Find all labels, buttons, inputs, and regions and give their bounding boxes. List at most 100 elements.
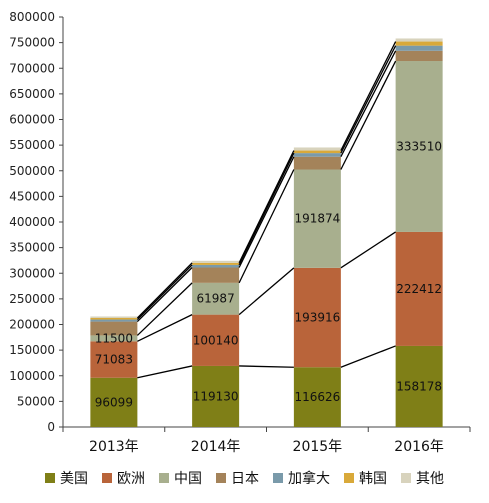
series-line	[238, 156, 295, 268]
series-line	[238, 169, 295, 284]
legend-item: 美国	[45, 468, 88, 488]
legend-swatch	[344, 473, 354, 483]
y-tick-label: 100000	[9, 369, 55, 383]
bar-segment	[192, 267, 240, 283]
series-line	[136, 282, 193, 336]
bar-segment	[293, 147, 341, 151]
bar-segment	[293, 367, 341, 427]
bar-segment	[192, 314, 240, 366]
bar-segment	[90, 316, 138, 319]
y-tick-label: 650000	[9, 87, 55, 101]
y-tick-label: 750000	[9, 36, 55, 50]
legend-swatch	[102, 473, 112, 483]
series-line	[238, 152, 295, 266]
y-tick-label: 50000	[17, 394, 55, 408]
bar-segment	[90, 341, 138, 378]
series-line	[340, 41, 397, 151]
bar-segment	[192, 282, 240, 315]
data-label: 158178	[396, 379, 442, 393]
legend-label: 欧洲	[117, 471, 145, 487]
bar-segment	[395, 38, 443, 42]
x-axis: 2013年 2014年 2015年 2016年	[62, 426, 471, 455]
data-label: 71083	[95, 353, 133, 367]
y-tick-label: 500000	[9, 164, 55, 178]
y-tick-label: 800000	[9, 10, 55, 24]
y-tick-label: 0	[47, 420, 55, 434]
legend-item: 其他	[401, 468, 444, 488]
legend-label: 日本	[231, 471, 259, 487]
legend-item: 欧洲	[102, 468, 145, 488]
bar-segment	[293, 267, 341, 368]
bar-segment	[395, 345, 443, 427]
legend-swatch	[45, 473, 55, 483]
series-line	[340, 345, 396, 368]
legend-swatch	[216, 473, 226, 483]
bar-segment	[395, 231, 443, 346]
series-line	[340, 45, 397, 154]
data-label: 11500	[95, 331, 133, 345]
bar-segment	[395, 41, 443, 46]
bar-segment	[90, 377, 138, 427]
bar-segment	[293, 153, 341, 157]
data-label: 100140	[193, 333, 239, 347]
y-tick-label: 350000	[9, 241, 55, 255]
series-line	[340, 50, 397, 157]
series-line	[136, 267, 193, 323]
legend-label: 美国	[60, 471, 88, 487]
legend: 美国 欧洲 中国 日本 加拿大 韩国 其他	[0, 467, 489, 489]
series-line	[239, 365, 294, 368]
y-tick-label: 250000	[9, 292, 55, 306]
legend-item: 加拿大	[273, 468, 330, 488]
bar-segment	[90, 318, 138, 320]
data-label: 61987	[197, 292, 235, 306]
y-tick-label: 400000	[9, 215, 55, 229]
x-tick-label: 2013年	[89, 439, 139, 455]
data-label: 96099	[95, 395, 133, 409]
y-tick-label: 600000	[9, 113, 55, 127]
bar-stacks	[90, 38, 443, 427]
legend-item: 韩国	[344, 468, 387, 488]
y-tick-label: 150000	[9, 343, 55, 357]
x-tick-label: 2016年	[394, 439, 444, 455]
y-tick-label: 700000	[9, 61, 55, 75]
series-line	[340, 60, 397, 170]
series-line	[136, 262, 193, 319]
legend-item: 日本	[216, 468, 259, 488]
bar-segment	[192, 262, 240, 265]
data-labels: 96099 71083 11500 119130 100140 61987 116626 19…	[95, 139, 442, 409]
series-line	[238, 267, 295, 316]
x-tick-label: 2014年	[191, 439, 241, 455]
bar-segment	[192, 365, 240, 427]
data-label: 191874	[294, 212, 340, 226]
legend-label: 其他	[416, 471, 444, 487]
series-line	[340, 231, 396, 269]
y-tick-label: 450000	[9, 189, 55, 203]
series-line	[137, 314, 193, 342]
legend-label: 加拿大	[288, 471, 330, 487]
bar-segment	[90, 321, 138, 336]
bar-segment	[192, 264, 240, 268]
legend-swatch	[401, 473, 411, 483]
y-tick-label: 200000	[9, 318, 55, 332]
y-tick-label: 550000	[9, 138, 55, 152]
legend-swatch	[159, 473, 169, 483]
legend-item: 中国	[159, 468, 202, 488]
bar-segment	[293, 150, 341, 154]
bar-segment	[90, 319, 138, 322]
data-label: 119130	[193, 389, 239, 403]
x-tick-label: 2015年	[293, 439, 343, 455]
series-line	[137, 365, 193, 379]
bar-segment	[192, 260, 240, 263]
series-line	[136, 264, 193, 320]
y-axis: 0 50000 100000 150000 200000 250000 300000 3500…	[9, 10, 64, 434]
data-label: 193916	[294, 311, 340, 325]
data-label: 222412	[396, 282, 442, 296]
data-label: 116626	[294, 390, 340, 404]
bar-segment	[395, 50, 443, 62]
bar-segment	[395, 61, 443, 232]
legend-label: 韩国	[359, 471, 387, 487]
series-line	[238, 150, 295, 264]
data-label: 333510	[396, 139, 442, 153]
bar-segment	[395, 45, 443, 51]
bar-segment	[293, 169, 341, 268]
